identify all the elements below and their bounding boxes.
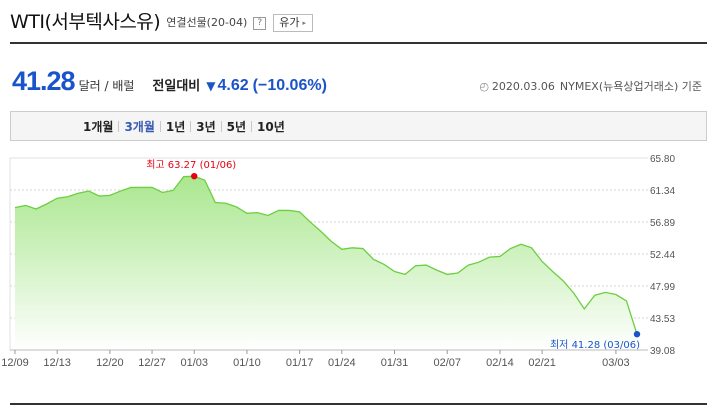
x-tick-label: 12/13: [43, 357, 71, 369]
price-chart[interactable]: 65.80 61.34 56.89 52.44 47.99 43.53 39.08 12/09…: [0, 148, 715, 383]
down-triangle-icon: ▼: [206, 79, 216, 93]
change-label: 전일대비: [152, 79, 201, 94]
y-tick-label: 65.80: [650, 154, 675, 165]
divider: [251, 120, 253, 132]
header: WTI(서부텍사스유) 연결선물(20-04) ? 유가 ▸: [10, 8, 707, 44]
y-tick-label: 61.34: [650, 186, 675, 197]
x-tick-label: 01/31: [381, 357, 409, 369]
tab-10-years[interactable]: 10년: [257, 119, 285, 134]
change-percent: (−10.06%): [252, 77, 327, 94]
bottom-divider: [10, 403, 707, 405]
y-tick-label: 39.08: [650, 346, 675, 357]
divider: [159, 120, 161, 132]
x-tick-label: 03/03: [602, 357, 630, 369]
page-title: WTI(서부텍사스유): [10, 11, 161, 33]
x-tick-label: 12/27: [138, 357, 166, 369]
change-value: 4.62: [217, 77, 249, 94]
x-tick-label: 12/09: [1, 357, 29, 369]
x-tick-label: 02/21: [528, 357, 556, 369]
tab-3-months[interactable]: 3개월: [124, 119, 155, 134]
contract-subtitle: 연결선물(20-04): [166, 16, 248, 29]
arrow-right-icon: ▸: [302, 19, 306, 27]
chart-svg: 65.80 61.34 56.89 52.44 47.99 43.53 39.08 12/09…: [1, 154, 675, 369]
x-tick-label: 01/17: [286, 357, 314, 369]
quote-row: 41.28 달러 / 배럴 전일대비 ▼ 4.62 (−10.06%) ◴ 20…: [12, 66, 702, 96]
x-tick-label: 01/24: [328, 357, 356, 369]
y-tick-label: 56.89: [650, 218, 675, 229]
category-label: 유가: [279, 16, 300, 29]
x-tick-label: 02/14: [486, 357, 514, 369]
low-point-marker: [633, 330, 641, 338]
quote-meta: ◴ 2020.03.06 NYMEX(뉴욕상업거래소) 기준: [479, 78, 702, 94]
y-tick-label: 47.99: [650, 282, 675, 293]
quote-source: NYMEX(뉴욕상업거래소) 기준: [559, 80, 702, 93]
price-unit: 달러 / 배럴: [78, 79, 135, 93]
divider: [190, 120, 192, 132]
y-tick-label: 52.44: [650, 250, 675, 261]
high-point-label: 최고 63.27 (01/06): [146, 159, 236, 171]
tab-5-years[interactable]: 5년: [226, 119, 247, 134]
help-icon[interactable]: ?: [253, 17, 267, 30]
clock-icon: ◴: [479, 80, 489, 93]
high-point-marker: [191, 172, 198, 180]
x-tick-label: 01/10: [233, 357, 261, 369]
divider: [118, 120, 120, 132]
tab-3-years[interactable]: 3년: [196, 119, 216, 134]
tab-1-month[interactable]: 1개월: [83, 119, 114, 134]
quote-date: 2020.03.06: [491, 80, 555, 93]
period-tabs: 1개월 3개월 1년 3년 5년 10년: [10, 111, 707, 141]
y-tick-label: 43.53: [650, 314, 675, 325]
x-tick-label: 12/20: [96, 357, 124, 369]
tab-1-year[interactable]: 1년: [165, 119, 186, 134]
x-tick-label: 02/07: [433, 357, 461, 369]
price-line: [14, 175, 638, 335]
current-price: 41.28: [12, 66, 76, 96]
divider: [220, 120, 222, 132]
price-area: [15, 176, 637, 350]
low-point-label: 최저 41.28 (03/06): [550, 339, 640, 351]
category-button[interactable]: 유가 ▸: [273, 14, 313, 32]
x-tick-label: 01/03: [180, 357, 208, 369]
